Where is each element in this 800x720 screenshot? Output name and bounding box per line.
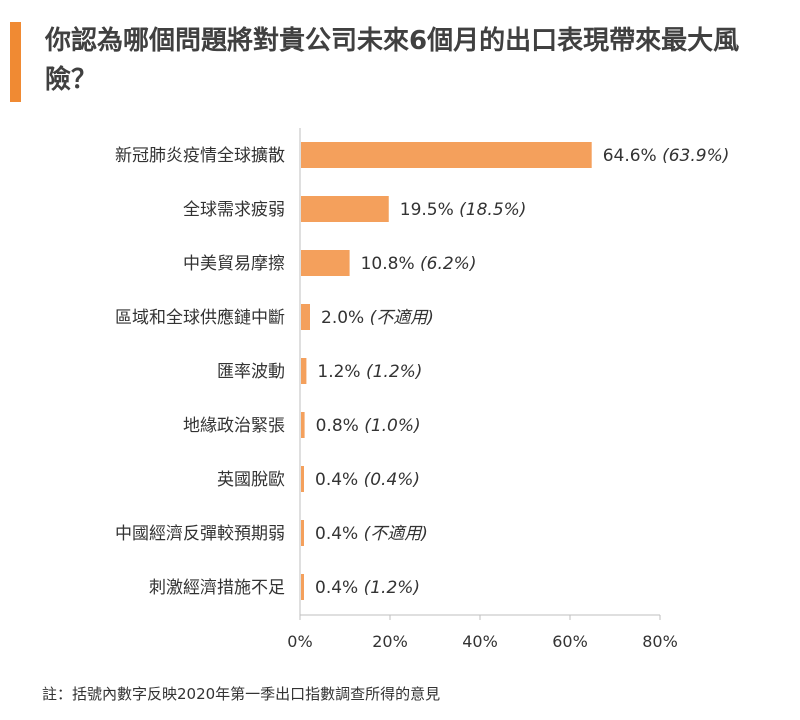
value-label: 0.4% (0.4%) [315, 470, 420, 490]
bar [301, 250, 350, 276]
value-label: 0.4% (1.2%) [315, 578, 420, 598]
current-value: 1.2% [317, 362, 366, 382]
value-label: 19.5% (18.5%) [400, 200, 527, 220]
bar [301, 574, 304, 600]
previous-value: (不適用) [370, 308, 434, 328]
category-label: 匯率波動 [217, 362, 285, 382]
x-tick-label: 80% [642, 632, 678, 651]
category-label: 英國脫歐 [217, 470, 285, 490]
x-tick-label: 40% [462, 632, 498, 651]
current-value: 2.0% [321, 308, 370, 328]
current-value: 0.4% [315, 470, 364, 490]
value-label: 2.0% (不適用) [321, 308, 434, 328]
current-value: 64.6% [603, 146, 662, 166]
current-value: 0.8% [316, 416, 365, 436]
bar [301, 466, 304, 492]
x-tick-label: 20% [372, 632, 408, 651]
previous-value: (不適用) [364, 524, 428, 544]
value-label: 0.8% (1.0%) [316, 416, 421, 436]
bar [301, 412, 305, 438]
bar [301, 142, 592, 168]
previous-value: (6.2%) [420, 254, 476, 274]
value-label: 10.8% (6.2%) [361, 254, 477, 274]
category-label: 中美貿易摩擦 [183, 254, 285, 274]
previous-value: (0.4%) [364, 470, 420, 490]
x-tick-label: 0% [287, 632, 312, 651]
bar [301, 196, 389, 222]
title-accent-bar [10, 22, 21, 102]
category-label: 刺激經濟措施不足 [149, 578, 285, 598]
bar [301, 358, 307, 384]
previous-value: (63.9%) [662, 146, 729, 166]
chart-title: 你認為哪個問題將對貴公司未來6個月的出口表現帶來最大風險？ [45, 26, 740, 95]
category-label: 區域和全球供應鏈中斷 [115, 307, 285, 328]
category-label: 新冠肺炎疫情全球擴散 [115, 146, 285, 166]
value-label: 64.6% (63.9%) [603, 146, 730, 166]
current-value: 0.4% [315, 578, 364, 598]
value-label: 0.4% (不適用) [315, 524, 428, 544]
bar [301, 304, 310, 330]
bar [301, 520, 304, 546]
category-label: 地緣政治緊張 [183, 416, 285, 436]
current-value: 19.5% [400, 200, 459, 220]
previous-value: (1.0%) [364, 416, 420, 436]
current-value: 0.4% [315, 524, 364, 544]
footnote: 註：括號內數字反映2020年第一季出口指數調查所得的意見 [42, 685, 441, 703]
category-label: 全球需求疲弱 [183, 200, 285, 220]
previous-value: (1.2%) [364, 578, 420, 598]
x-tick-label: 60% [552, 632, 588, 651]
current-value: 10.8% [361, 254, 420, 274]
previous-value: (1.2%) [366, 362, 422, 382]
value-label: 1.2% (1.2%) [317, 362, 422, 382]
previous-value: (18.5%) [459, 200, 526, 220]
category-label: 中國經濟反彈較預期弱 [115, 524, 285, 544]
